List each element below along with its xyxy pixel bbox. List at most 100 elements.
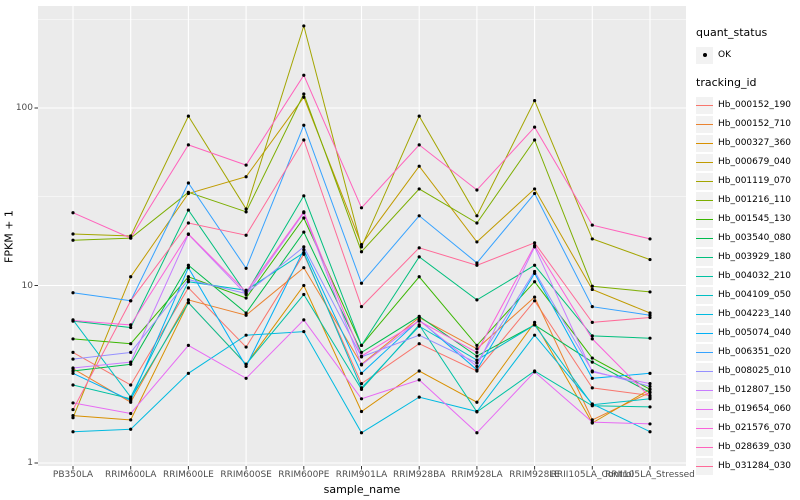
legend-item-Hb_004223_140: Hb_004223_140 [696,305,800,323]
line-key-icon [696,96,713,114]
data-point [417,378,421,382]
data-point [186,263,190,267]
data-point [129,418,133,422]
x-tick-label: RRIM928LE [509,470,560,480]
legend-item-Hb_019654_060: Hb_019654_060 [696,400,800,418]
data-point [533,370,537,374]
legend-item-label: Hb_000679_040 [718,157,792,167]
data-point [244,266,248,270]
data-point [302,92,306,96]
point-key-icon [696,46,713,64]
x-tick-label: RRIM600LA [104,470,157,480]
data-point [590,376,594,380]
data-point [129,323,133,327]
data-point [417,319,421,323]
data-point [590,223,594,227]
legend-item-Hb_028639_030: Hb_028639_030 [696,438,800,456]
data-point [71,232,75,236]
line-key-icon [696,134,713,152]
data-point [533,269,537,274]
x-tick-label: PB350LA [52,470,94,480]
data-point [417,114,421,118]
data-point [648,336,652,340]
x-tick-label: RRII105LA_Stressed [605,470,695,480]
data-point [648,313,652,317]
legend-item-ok: OK [696,46,800,64]
data-point [359,431,364,435]
data-point [648,405,652,409]
data-point [244,376,248,380]
data-point [475,368,479,372]
data-point [302,292,306,297]
line-key-icon [696,286,713,304]
data-point [71,238,75,242]
data-point [359,386,364,390]
data-point [533,333,537,337]
data-point [302,210,306,214]
data-point [71,291,75,295]
data-point [186,286,190,290]
legend-item-Hb_005074_040: Hb_005074_040 [696,324,800,342]
line-key-icon [696,267,713,285]
data-point [359,242,364,247]
data-point [590,305,594,309]
data-point [590,418,594,422]
data-point [590,386,594,390]
data-point [417,214,421,218]
data-point [359,409,364,414]
line-key-icon [696,210,713,228]
data-point [186,266,190,270]
data-point [186,232,190,236]
line-key-icon [696,153,713,171]
data-point [359,397,364,401]
data-point [417,275,421,279]
data-point [648,382,652,386]
line-key-icon [696,438,713,456]
data-point [417,143,421,147]
data-point [71,383,75,387]
data-point [417,369,421,373]
legend-item-Hb_000152_190: Hb_000152_190 [696,96,800,114]
data-point [129,398,133,403]
x-tick-label: RRIM600LE [162,470,214,480]
data-point [186,371,190,375]
data-point [129,427,133,431]
data-point [533,191,537,196]
data-point [186,298,190,302]
line-key-icon [696,324,713,342]
legend-item-label: Hb_021576_070 [718,423,792,433]
legend-item-label: Hb_003540_080 [718,233,792,243]
data-point [648,290,652,294]
legend-item-Hb_000152_710: Hb_000152_710 [696,115,800,133]
data-point [533,138,537,142]
data-point [590,287,594,292]
data-point [475,188,479,192]
legend-item-label: Hb_004032_210 [718,271,792,281]
data-point [590,420,594,424]
data-point [417,246,421,250]
data-point [475,358,479,362]
data-point [244,296,248,300]
y-axis-title: FPKM + 1 [2,210,16,263]
data-point [590,402,594,406]
data-point [533,280,537,284]
legend-item-Hb_008025_010: Hb_008025_010 [696,362,800,380]
data-point [302,24,306,28]
data-point [71,407,75,412]
legend-item-Hb_021576_070: Hb_021576_070 [696,419,800,437]
data-point [533,241,537,245]
data-point [590,334,594,338]
data-point [71,337,75,341]
data-point [302,95,306,99]
data-point [359,371,364,375]
line-key-icon [696,172,713,190]
data-point [302,248,306,252]
data-point [648,371,652,375]
data-point [244,311,248,315]
data-point [302,138,306,142]
data-point [359,281,364,285]
data-point [71,366,75,370]
data-point [244,233,248,237]
data-point [475,298,479,302]
